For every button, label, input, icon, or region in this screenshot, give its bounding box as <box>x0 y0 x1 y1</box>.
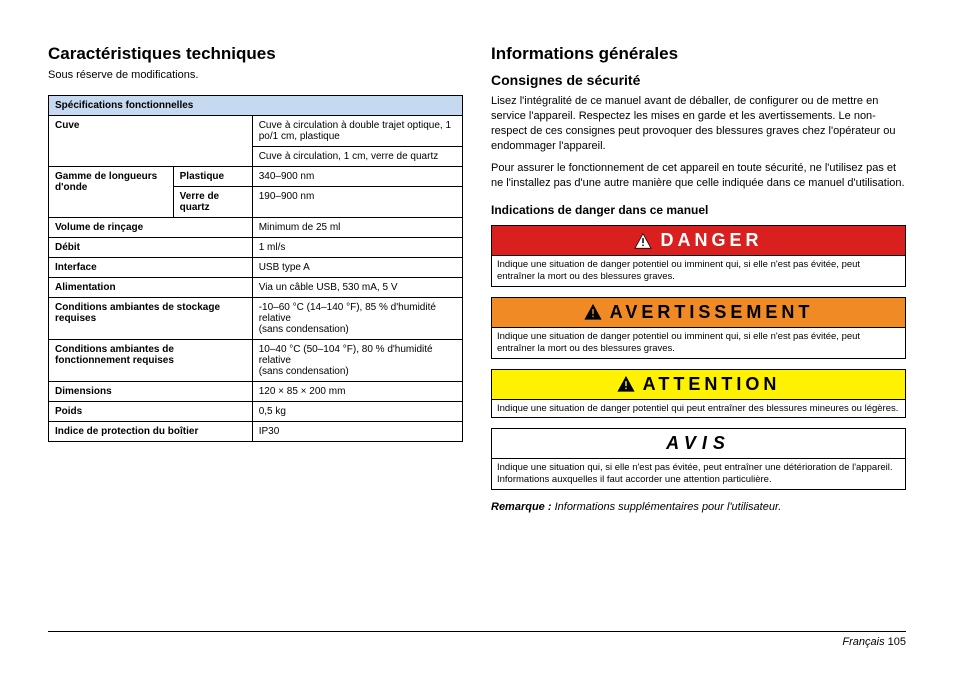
wavelength-label: Gamme de longueurs d'onde <box>49 166 174 217</box>
footer-page: 105 <box>888 636 906 648</box>
weight-label: Poids <box>49 401 253 421</box>
page-footer: Français 105 <box>48 631 906 648</box>
wavelength-quartz-label: Verre de quartz <box>173 186 252 217</box>
storage-label: Conditions ambiantes de stockage requise… <box>49 297 253 339</box>
avis-text: Indique une situation qui, si elle n'est… <box>492 458 905 489</box>
avert-header: AVERTISSEMENT <box>492 298 905 327</box>
warning-icon <box>584 304 602 320</box>
warning-icon <box>634 233 652 249</box>
cuve-label: Cuve <box>49 115 253 166</box>
ip-val: IP30 <box>252 421 462 441</box>
rinse-val: Minimum de 25 ml <box>252 217 462 237</box>
remark-text: Informations supplémentaires pour l'util… <box>552 501 782 513</box>
avis-label: AVIS <box>666 433 731 454</box>
avert-box: AVERTISSEMENT Indique une situation de d… <box>491 297 906 359</box>
remark-label: Remarque : <box>491 501 552 513</box>
right-column: Informations générales Consignes de sécu… <box>491 44 906 523</box>
indications-heading: Indications de danger dans ce manuel <box>491 203 906 217</box>
storage-val: -10–60 °C (14–140 °F), 85 % d'humidité r… <box>252 297 462 339</box>
rinse-label: Volume de rinçage <box>49 217 253 237</box>
left-column: Caractéristiques techniques Sous réserve… <box>48 44 463 523</box>
avis-box: AVIS Indique une situation qui, si elle … <box>491 428 906 490</box>
tech-spec-title: Caractéristiques techniques <box>48 44 463 64</box>
general-info-title: Informations générales <box>491 44 906 64</box>
safety-heading: Consignes de sécurité <box>491 72 906 88</box>
power-label: Alimentation <box>49 277 253 297</box>
warning-icon <box>617 376 635 392</box>
avis-header: AVIS <box>492 429 905 458</box>
attention-text: Indique une situation de danger potentie… <box>492 399 905 418</box>
wavelength-quartz-val: 190–900 nm <box>252 186 462 217</box>
safety-para-1: Lisez l'intégralité de ce manuel avant d… <box>491 94 906 153</box>
danger-header: DANGER <box>492 226 905 255</box>
debit-label: Débit <box>49 237 253 257</box>
danger-label: DANGER <box>660 230 762 251</box>
avert-text: Indique une situation de danger potentie… <box>492 327 905 358</box>
cuve-val-2: Cuve à circulation, 1 cm, verre de quart… <box>252 146 462 166</box>
ip-label: Indice de protection du boîtier <box>49 421 253 441</box>
attention-label: ATTENTION <box>643 374 781 395</box>
cuve-val-1: Cuve à circulation à double trajet optiq… <box>252 115 462 146</box>
avert-label: AVERTISSEMENT <box>610 302 814 323</box>
spec-table-header: Spécifications fonctionnelles <box>49 95 463 115</box>
debit-val: 1 ml/s <box>252 237 462 257</box>
safety-para-2: Pour assurer le fonctionnement de cet ap… <box>491 161 906 191</box>
interface-label: Interface <box>49 257 253 277</box>
weight-val: 0,5 kg <box>252 401 462 421</box>
dim-label: Dimensions <box>49 381 253 401</box>
wavelength-plastic-val: 340–900 nm <box>252 166 462 186</box>
footer-lang: Français <box>842 636 884 648</box>
tech-spec-subtitle: Sous réserve de modifications. <box>48 68 463 83</box>
attention-box: ATTENTION Indique une situation de dange… <box>491 369 906 419</box>
power-val: Via un câble USB, 530 mA, 5 V <box>252 277 462 297</box>
attention-header: ATTENTION <box>492 370 905 399</box>
operating-label: Conditions ambiantes de fonctionnement r… <box>49 339 253 381</box>
operating-val: 10–40 °C (50–104 °F), 80 % d'humidité re… <box>252 339 462 381</box>
interface-val: USB type A <box>252 257 462 277</box>
danger-text: Indique une situation de danger potentie… <box>492 255 905 286</box>
spec-table: Spécifications fonctionnelles Cuve Cuve … <box>48 95 463 442</box>
danger-box: DANGER Indique une situation de danger p… <box>491 225 906 287</box>
remark: Remarque : Informations supplémentaires … <box>491 500 906 515</box>
dim-val: 120 × 85 × 200 mm <box>252 381 462 401</box>
wavelength-plastic-label: Plastique <box>173 166 252 186</box>
